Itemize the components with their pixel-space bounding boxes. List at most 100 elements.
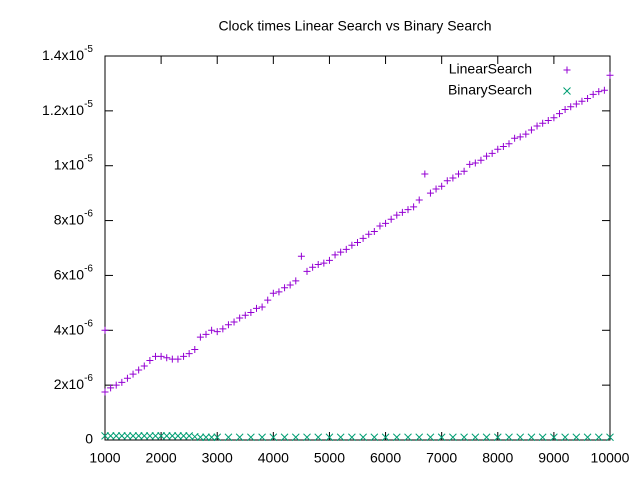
- data-point: [561, 433, 569, 442]
- y-tick-label: 2x10-6: [54, 373, 94, 392]
- data-point: [387, 215, 395, 223]
- data-point: [584, 95, 592, 103]
- data-point: [129, 432, 137, 440]
- data-point: [342, 245, 350, 253]
- data-point: [247, 433, 255, 442]
- data-point: [488, 149, 496, 157]
- data-point: [202, 433, 210, 442]
- data-point: [392, 433, 401, 442]
- data-point: [348, 433, 356, 442]
- data-point: [594, 433, 603, 442]
- data-point: [437, 433, 446, 442]
- data-point: [572, 433, 581, 442]
- data-point: [101, 326, 109, 334]
- y-tick-label-exponent: -6: [84, 208, 93, 219]
- data-point: [112, 432, 121, 440]
- data-point: [466, 160, 474, 168]
- data-point: [443, 177, 451, 185]
- data-point: [314, 260, 322, 268]
- data-point: [107, 384, 115, 392]
- legend-marker: [563, 66, 571, 74]
- data-point: [106, 432, 115, 440]
- data-point: [393, 211, 401, 219]
- data-point: [539, 119, 547, 127]
- data-point: [247, 308, 255, 316]
- data-point: [314, 433, 323, 442]
- y-tick-label: 4x10-6: [54, 318, 94, 337]
- data-point: [291, 433, 300, 442]
- x-tick-label: 2000: [146, 450, 177, 466]
- data-point: [168, 432, 177, 440]
- data-point: [398, 208, 406, 216]
- data-point: [583, 433, 592, 442]
- data-point: [325, 433, 334, 442]
- y-tick-label-exponent: -5: [84, 153, 93, 164]
- data-point: [146, 432, 154, 440]
- data-point: [253, 304, 260, 312]
- data-point: [415, 433, 424, 442]
- data-point: [449, 174, 457, 182]
- data-point: [354, 239, 361, 247]
- data-point: [325, 256, 333, 264]
- y-tick-label-base: 8x10: [54, 211, 85, 227]
- data-point: [348, 241, 356, 249]
- data-point: [224, 321, 232, 329]
- data-point: [499, 143, 507, 151]
- data-point: [505, 433, 513, 442]
- x-tick-label: 6000: [370, 450, 401, 466]
- y-tick-label-base: 1x10: [54, 156, 85, 172]
- y-tick-label: 8x10-6: [54, 208, 94, 227]
- data-point: [134, 432, 143, 440]
- data-point: [381, 433, 390, 442]
- data-point: [578, 97, 586, 105]
- data-point: [455, 170, 462, 178]
- data-point: [359, 433, 367, 442]
- data-point: [292, 277, 300, 285]
- data-point: [471, 159, 479, 167]
- data-point: [123, 374, 131, 382]
- data-point: [112, 381, 120, 389]
- y-tick-label-exponent: -5: [84, 44, 93, 55]
- data-point: [275, 288, 283, 296]
- data-point: [365, 230, 373, 238]
- x-tick-label: 10000: [591, 450, 630, 466]
- data-point: [309, 263, 317, 271]
- data-point: [286, 281, 294, 289]
- data-point: [482, 433, 491, 442]
- data-point: [235, 433, 244, 442]
- data-point: [589, 90, 597, 98]
- data-point: [449, 433, 457, 442]
- data-point: [410, 203, 418, 211]
- data-point: [561, 105, 569, 113]
- data-point: [264, 296, 272, 304]
- data-point: [191, 345, 199, 353]
- data-point: [117, 432, 126, 440]
- data-point: [331, 251, 339, 259]
- data-point: [606, 71, 614, 79]
- data-point: [180, 352, 188, 360]
- data-point: [135, 366, 143, 374]
- data-point: [471, 433, 480, 442]
- y-tick-label-base: 6x10: [54, 266, 85, 282]
- data-point: [213, 433, 222, 442]
- data-point: [382, 219, 390, 227]
- data-point: [320, 259, 328, 267]
- data-point: [600, 86, 608, 94]
- data-point: [162, 432, 171, 440]
- data-point: [370, 433, 379, 442]
- data-point: [404, 433, 412, 442]
- y-tick-label-exponent: -6: [84, 373, 93, 384]
- data-point: [538, 433, 547, 442]
- x-tick-label: 8000: [482, 450, 513, 466]
- data-point: [438, 182, 446, 190]
- data-point: [432, 185, 440, 193]
- x-tick-label: 1000: [89, 450, 120, 466]
- data-point: [516, 133, 524, 141]
- y-tick-label: 1.2x10-5: [42, 98, 93, 117]
- data-point: [118, 378, 126, 386]
- data-point: [303, 267, 311, 275]
- data-point: [426, 189, 434, 197]
- data-point: [505, 140, 513, 148]
- data-point: [370, 228, 378, 236]
